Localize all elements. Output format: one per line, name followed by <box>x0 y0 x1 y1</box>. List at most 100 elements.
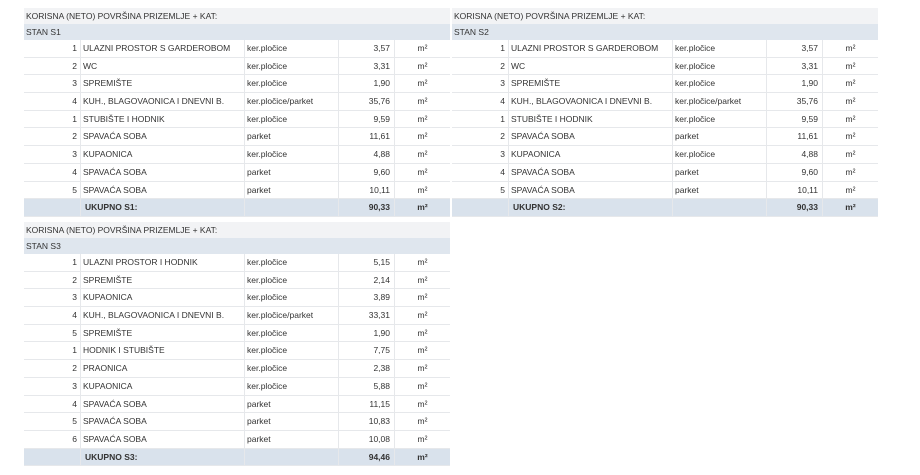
room-number: 2 <box>24 271 81 289</box>
table-row: 4 KUH., BLAGOVAONICA I DNEVNI B. ker.plo… <box>24 307 450 325</box>
section-heading: KORISNA (NETO) POVRŠINA PRIZEMLJE + KAT: <box>24 222 450 238</box>
floor-material: ker.pločice <box>673 110 767 128</box>
area-unit: m² <box>417 78 428 89</box>
table-row: 2 SPAVAĆA SOBA parket 11,61 m² <box>24 128 450 147</box>
total-label: UKUPNO S3: <box>81 448 245 466</box>
floor-material: ker.pločice <box>673 146 767 163</box>
room-name: STUBIŠTE I HODNIK <box>509 110 673 128</box>
area-unit: m² <box>417 113 428 124</box>
room-name: SPAVAĆA SOBA <box>81 128 245 146</box>
room-area: 10,08 <box>339 430 395 448</box>
room-number: 4 <box>24 163 81 181</box>
table-row: 1 ULAZNI PROSTOR S GARDEROBOM ker.pločic… <box>452 40 878 58</box>
floor-material: parket <box>245 128 339 146</box>
total-row: UKUPNO S3: 94,46 m² <box>24 448 450 467</box>
blank-cell <box>452 199 509 216</box>
room-name: KUH., BLAGOVAONICA I DNEVNI B. <box>81 307 245 324</box>
room-number: 2 <box>452 57 509 75</box>
table-row: 1 ULAZNI PROSTOR I HODNIK ker.pločice 5,… <box>24 254 450 272</box>
floor-material: ker.pločice/parket <box>673 93 767 110</box>
floor-material: ker.pločice <box>245 342 339 360</box>
blank-cell <box>24 199 81 216</box>
area-unit: m² <box>845 149 856 160</box>
table-row: 2 PRAONICA ker.pločice 2,38 m² <box>24 360 450 378</box>
apartment-label: STAN S3 <box>24 238 450 254</box>
apartment-label: STAN S2 <box>452 24 878 40</box>
table-row: 1 STUBIŠTE I HODNIK ker.pločice 9,59 m² <box>452 110 878 129</box>
room-number: 6 <box>24 430 81 448</box>
room-name: SPREMIŠTE <box>81 324 245 342</box>
blank-cell <box>245 199 339 216</box>
room-area: 7,75 <box>339 342 395 360</box>
room-number: 4 <box>452 163 509 181</box>
floor-material: parket <box>245 413 339 430</box>
area-unit: m² <box>417 184 428 195</box>
room-name: SPAVAĆA SOBA <box>509 181 673 199</box>
room-name: KUPAONICA <box>81 289 245 307</box>
table-row: 4 KUH., BLAGOVAONICA I DNEVNI B. ker.plo… <box>24 93 450 111</box>
blank-cell <box>245 448 339 466</box>
floor-material: ker.pločice <box>245 271 339 289</box>
room-name: SPAVAĆA SOBA <box>81 181 245 199</box>
room-name: SPAVAĆA SOBA <box>509 128 673 146</box>
floor-material: ker.pločice <box>245 57 339 75</box>
room-number: 1 <box>24 40 81 57</box>
room-name: SPAVAĆA SOBA <box>81 395 245 413</box>
area-unit: m² <box>845 60 856 71</box>
table-row: 5 SPREMIŠTE ker.pločice 1,90 m² <box>24 324 450 343</box>
area-unit: m² <box>417 310 428 321</box>
room-number: 2 <box>24 128 81 146</box>
room-number: 5 <box>24 413 81 430</box>
floor-material: ker.pločice <box>673 57 767 75</box>
floor-material: ker.pločice <box>245 146 339 163</box>
room-number: 2 <box>24 360 81 377</box>
room-area: 9,60 <box>339 163 395 181</box>
table-row: 3 SPREMIŠTE ker.pločice 1,90 m² <box>452 75 878 94</box>
area-unit: m² <box>845 184 856 195</box>
table-row: 1 ULAZNI PROSTOR S GARDEROBOM ker.pločic… <box>24 40 450 58</box>
area-unit: m² <box>417 166 428 177</box>
floor-material: parket <box>245 163 339 181</box>
room-name: HODNIK I STUBIŠTE <box>81 342 245 360</box>
total-area: 90,33 <box>767 199 823 216</box>
room-area: 3,31 <box>767 57 823 75</box>
room-number: 4 <box>24 395 81 413</box>
room-name: WC <box>509 57 673 75</box>
floor-material: ker.pločice <box>245 360 339 377</box>
room-area: 10,83 <box>339 413 395 430</box>
room-number: 3 <box>452 75 509 93</box>
table-row: 3 KUPAONICA ker.pločice 4,88 m² <box>452 146 878 164</box>
table-row: 3 KUPAONICA ker.pločice 5,88 m² <box>24 377 450 396</box>
room-number: 1 <box>452 110 509 128</box>
total-row: UKUPNO S1: 90,33 m² <box>24 199 450 217</box>
room-area: 4,88 <box>767 146 823 163</box>
room-name: KUH., BLAGOVAONICA I DNEVNI B. <box>509 93 673 110</box>
floor-material: parket <box>245 395 339 413</box>
table-row: 3 KUPAONICA ker.pločice 4,88 m² <box>24 146 450 164</box>
table-stan-s2: KORISNA (NETO) POVRŠINA PRIZEMLJE + KAT:… <box>452 8 878 217</box>
room-name: KUH., BLAGOVAONICA I DNEVNI B. <box>81 93 245 110</box>
total-area: 94,46 <box>339 448 395 466</box>
room-name: SPAVAĆA SOBA <box>81 163 245 181</box>
area-unit: m² <box>417 202 428 213</box>
total-area: 90,33 <box>339 199 395 216</box>
table-row: 6 SPAVAĆA SOBA parket 10,08 m² <box>24 430 450 449</box>
room-area: 35,76 <box>339 93 395 110</box>
area-unit: m² <box>417 451 428 462</box>
room-number: 3 <box>24 146 81 163</box>
table-stan-s1: KORISNA (NETO) POVRŠINA PRIZEMLJE + KAT:… <box>24 8 450 217</box>
room-area: 10,11 <box>767 181 823 199</box>
total-label: UKUPNO S2: <box>509 199 673 216</box>
room-area: 5,88 <box>339 377 395 395</box>
room-name: WC <box>81 57 245 75</box>
room-number: 5 <box>24 324 81 342</box>
floor-material: ker.pločice <box>245 40 339 57</box>
table-row: 3 SPREMIŠTE ker.pločice 1,90 m² <box>24 75 450 94</box>
area-unit: m² <box>845 78 856 89</box>
area-unit: m² <box>417 433 428 444</box>
table-row: 1 STUBIŠTE I HODNIK ker.pločice 9,59 m² <box>24 110 450 129</box>
floor-material: parket <box>673 181 767 199</box>
floor-material: ker.pločice/parket <box>245 93 339 110</box>
room-number: 4 <box>24 93 81 110</box>
area-unit: m² <box>417 60 428 71</box>
